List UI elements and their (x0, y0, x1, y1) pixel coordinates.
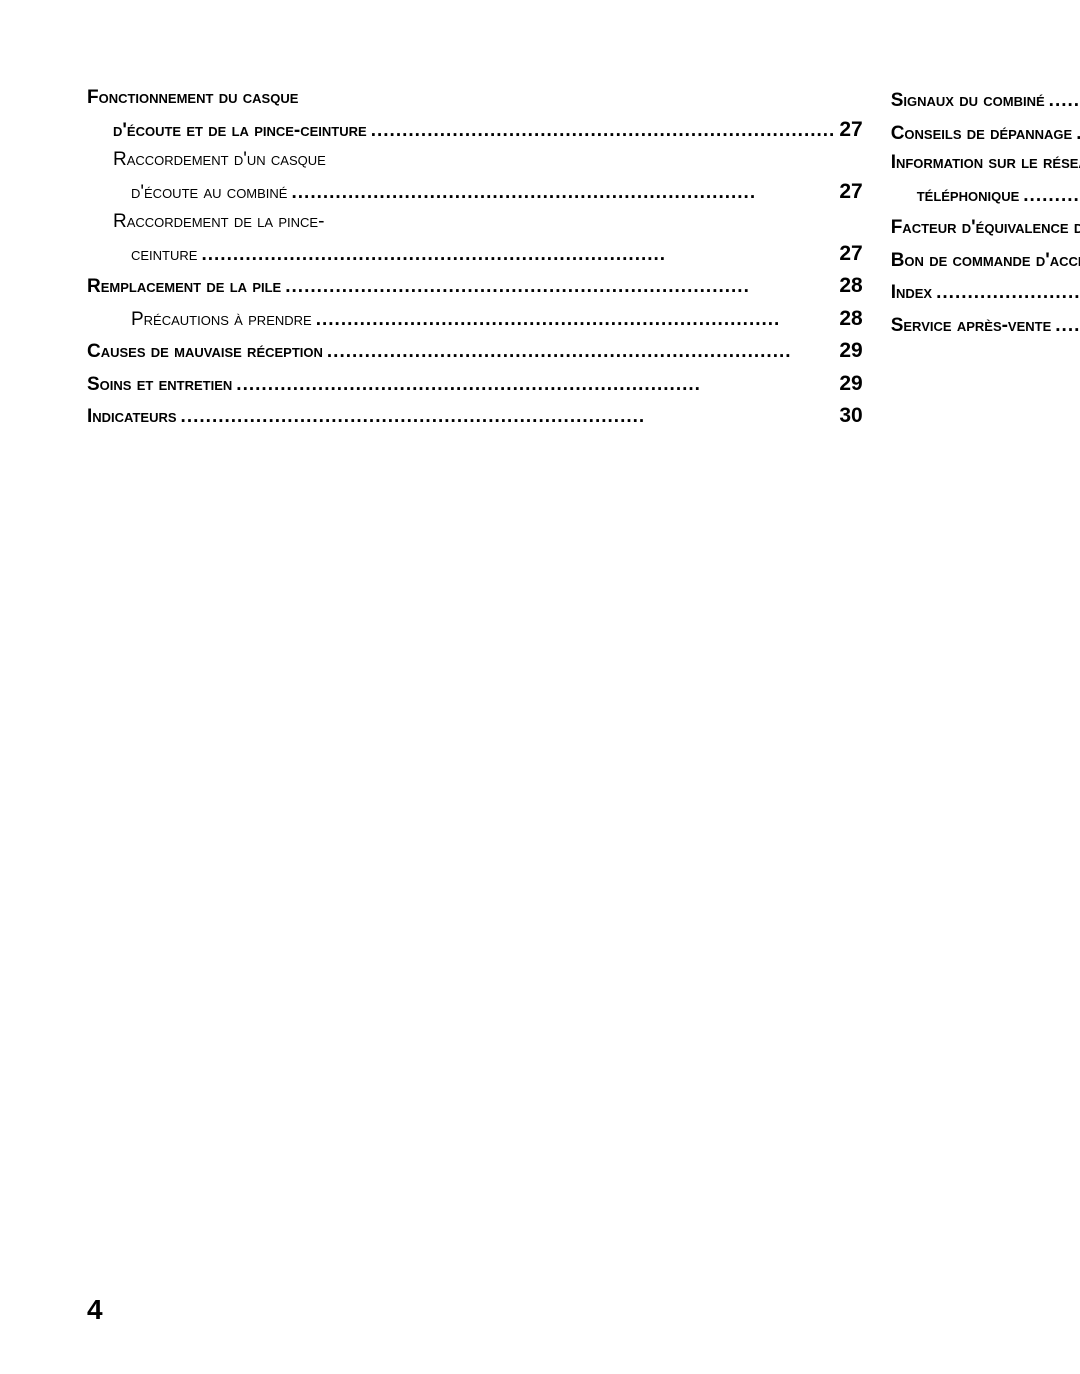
toc-entry: Précautions à prendre 28 (87, 303, 863, 335)
toc-dots (281, 273, 839, 302)
toc-page: 30 (839, 400, 862, 432)
right-column: Signaux du combiné31Conseils de dépannag… (891, 84, 1080, 433)
toc-entry: d'écoute et de la pince-ceinture 27 (87, 114, 863, 146)
toc-page: 29 (839, 335, 862, 367)
toc-label: Soins et entretien (87, 371, 232, 400)
toc-label: Information sur le réseau (891, 149, 1080, 178)
toc-label: Service après-vente (891, 312, 1052, 341)
toc-entry: Information sur le réseau (891, 149, 1080, 178)
toc-dots (1072, 120, 1080, 149)
toc-page: 28 (839, 270, 862, 302)
toc-entry: Indicateurs 30 (87, 400, 863, 432)
toc-label: Précautions à prendre (131, 306, 312, 335)
toc-dots (197, 241, 839, 270)
toc-dots (932, 279, 1080, 308)
toc-page: 27 (839, 176, 862, 208)
toc-entry: Raccordement d'un casque (87, 146, 863, 175)
toc-label: Raccordement de la pince- (113, 208, 324, 237)
toc-entry: Index37 (891, 276, 1080, 308)
toc-page: 27 (839, 114, 862, 146)
toc-label: Conseils de dépannage (891, 120, 1073, 149)
toc-dots (1051, 312, 1080, 341)
toc-page: 29 (839, 368, 862, 400)
toc-entry: Remplacement de la pile 28 (87, 270, 863, 302)
toc-page: 27 (839, 238, 862, 270)
toc-dots (323, 338, 839, 367)
toc-dots (1019, 182, 1080, 211)
toc-dots (177, 403, 840, 432)
toc-entry: téléphonique34 (891, 179, 1080, 211)
toc-dots (287, 179, 839, 208)
toc-label: Signaux du combiné (891, 87, 1045, 116)
left-column: Fonctionnement du casqued'écoute et de l… (87, 84, 863, 433)
toc-label: Raccordement d'un casque (113, 146, 326, 175)
page-number: 4 (87, 1294, 103, 1326)
toc-entry: Soins et entretien 29 (87, 368, 863, 400)
toc-label: Indicateurs (87, 403, 177, 432)
toc-entry: Conseils de dépannage31 (891, 117, 1080, 149)
toc-entry: Causes de mauvaise réception 29 (87, 335, 863, 367)
toc-entry: Fonctionnement du casque (87, 84, 863, 113)
toc-entry: d'écoute au combiné 27 (87, 176, 863, 208)
toc-page: 28 (839, 303, 862, 335)
toc-dots (1045, 87, 1080, 116)
toc-entry: Facteur d'équivalence de sonnerie34 (891, 211, 1080, 243)
toc-label: Bon de commande d'accessoires (891, 247, 1080, 276)
toc-entry: Service après-vente39 (891, 309, 1080, 341)
toc-label: d'écoute et de la pince-ceinture (113, 117, 367, 146)
toc-label: Fonctionnement du casque (87, 84, 298, 113)
toc-label: Remplacement de la pile (87, 273, 281, 302)
toc-label: ceinture (131, 241, 197, 270)
toc-label: téléphonique (917, 182, 1020, 211)
toc-label: Causes de mauvaise réception (87, 338, 323, 367)
toc-entry: Raccordement de la pince- (87, 208, 863, 237)
toc-dots (367, 117, 840, 146)
toc-entry: Signaux du combiné31 (891, 84, 1080, 116)
toc-label: Index (891, 279, 932, 308)
toc-dots (312, 306, 840, 335)
toc-entry: ceinture 27 (87, 238, 863, 270)
toc-dots (232, 371, 839, 400)
toc-label: d'écoute au combiné (131, 179, 287, 208)
toc-content: Fonctionnement du casqued'écoute et de l… (87, 84, 993, 433)
toc-entry: Bon de commande d'accessoires35 (891, 244, 1080, 276)
toc-label: Facteur d'équivalence de sonnerie (891, 214, 1080, 243)
